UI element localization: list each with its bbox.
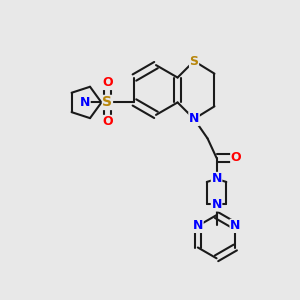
Text: N: N <box>189 112 199 125</box>
Text: N: N <box>212 172 222 185</box>
Text: N: N <box>80 96 90 109</box>
Text: N: N <box>230 219 241 232</box>
Text: S: S <box>102 95 112 110</box>
Text: O: O <box>231 152 242 164</box>
Text: N: N <box>212 198 222 211</box>
Text: O: O <box>102 116 113 128</box>
Text: O: O <box>102 76 113 89</box>
Text: N: N <box>193 219 203 232</box>
Text: S: S <box>190 55 199 68</box>
